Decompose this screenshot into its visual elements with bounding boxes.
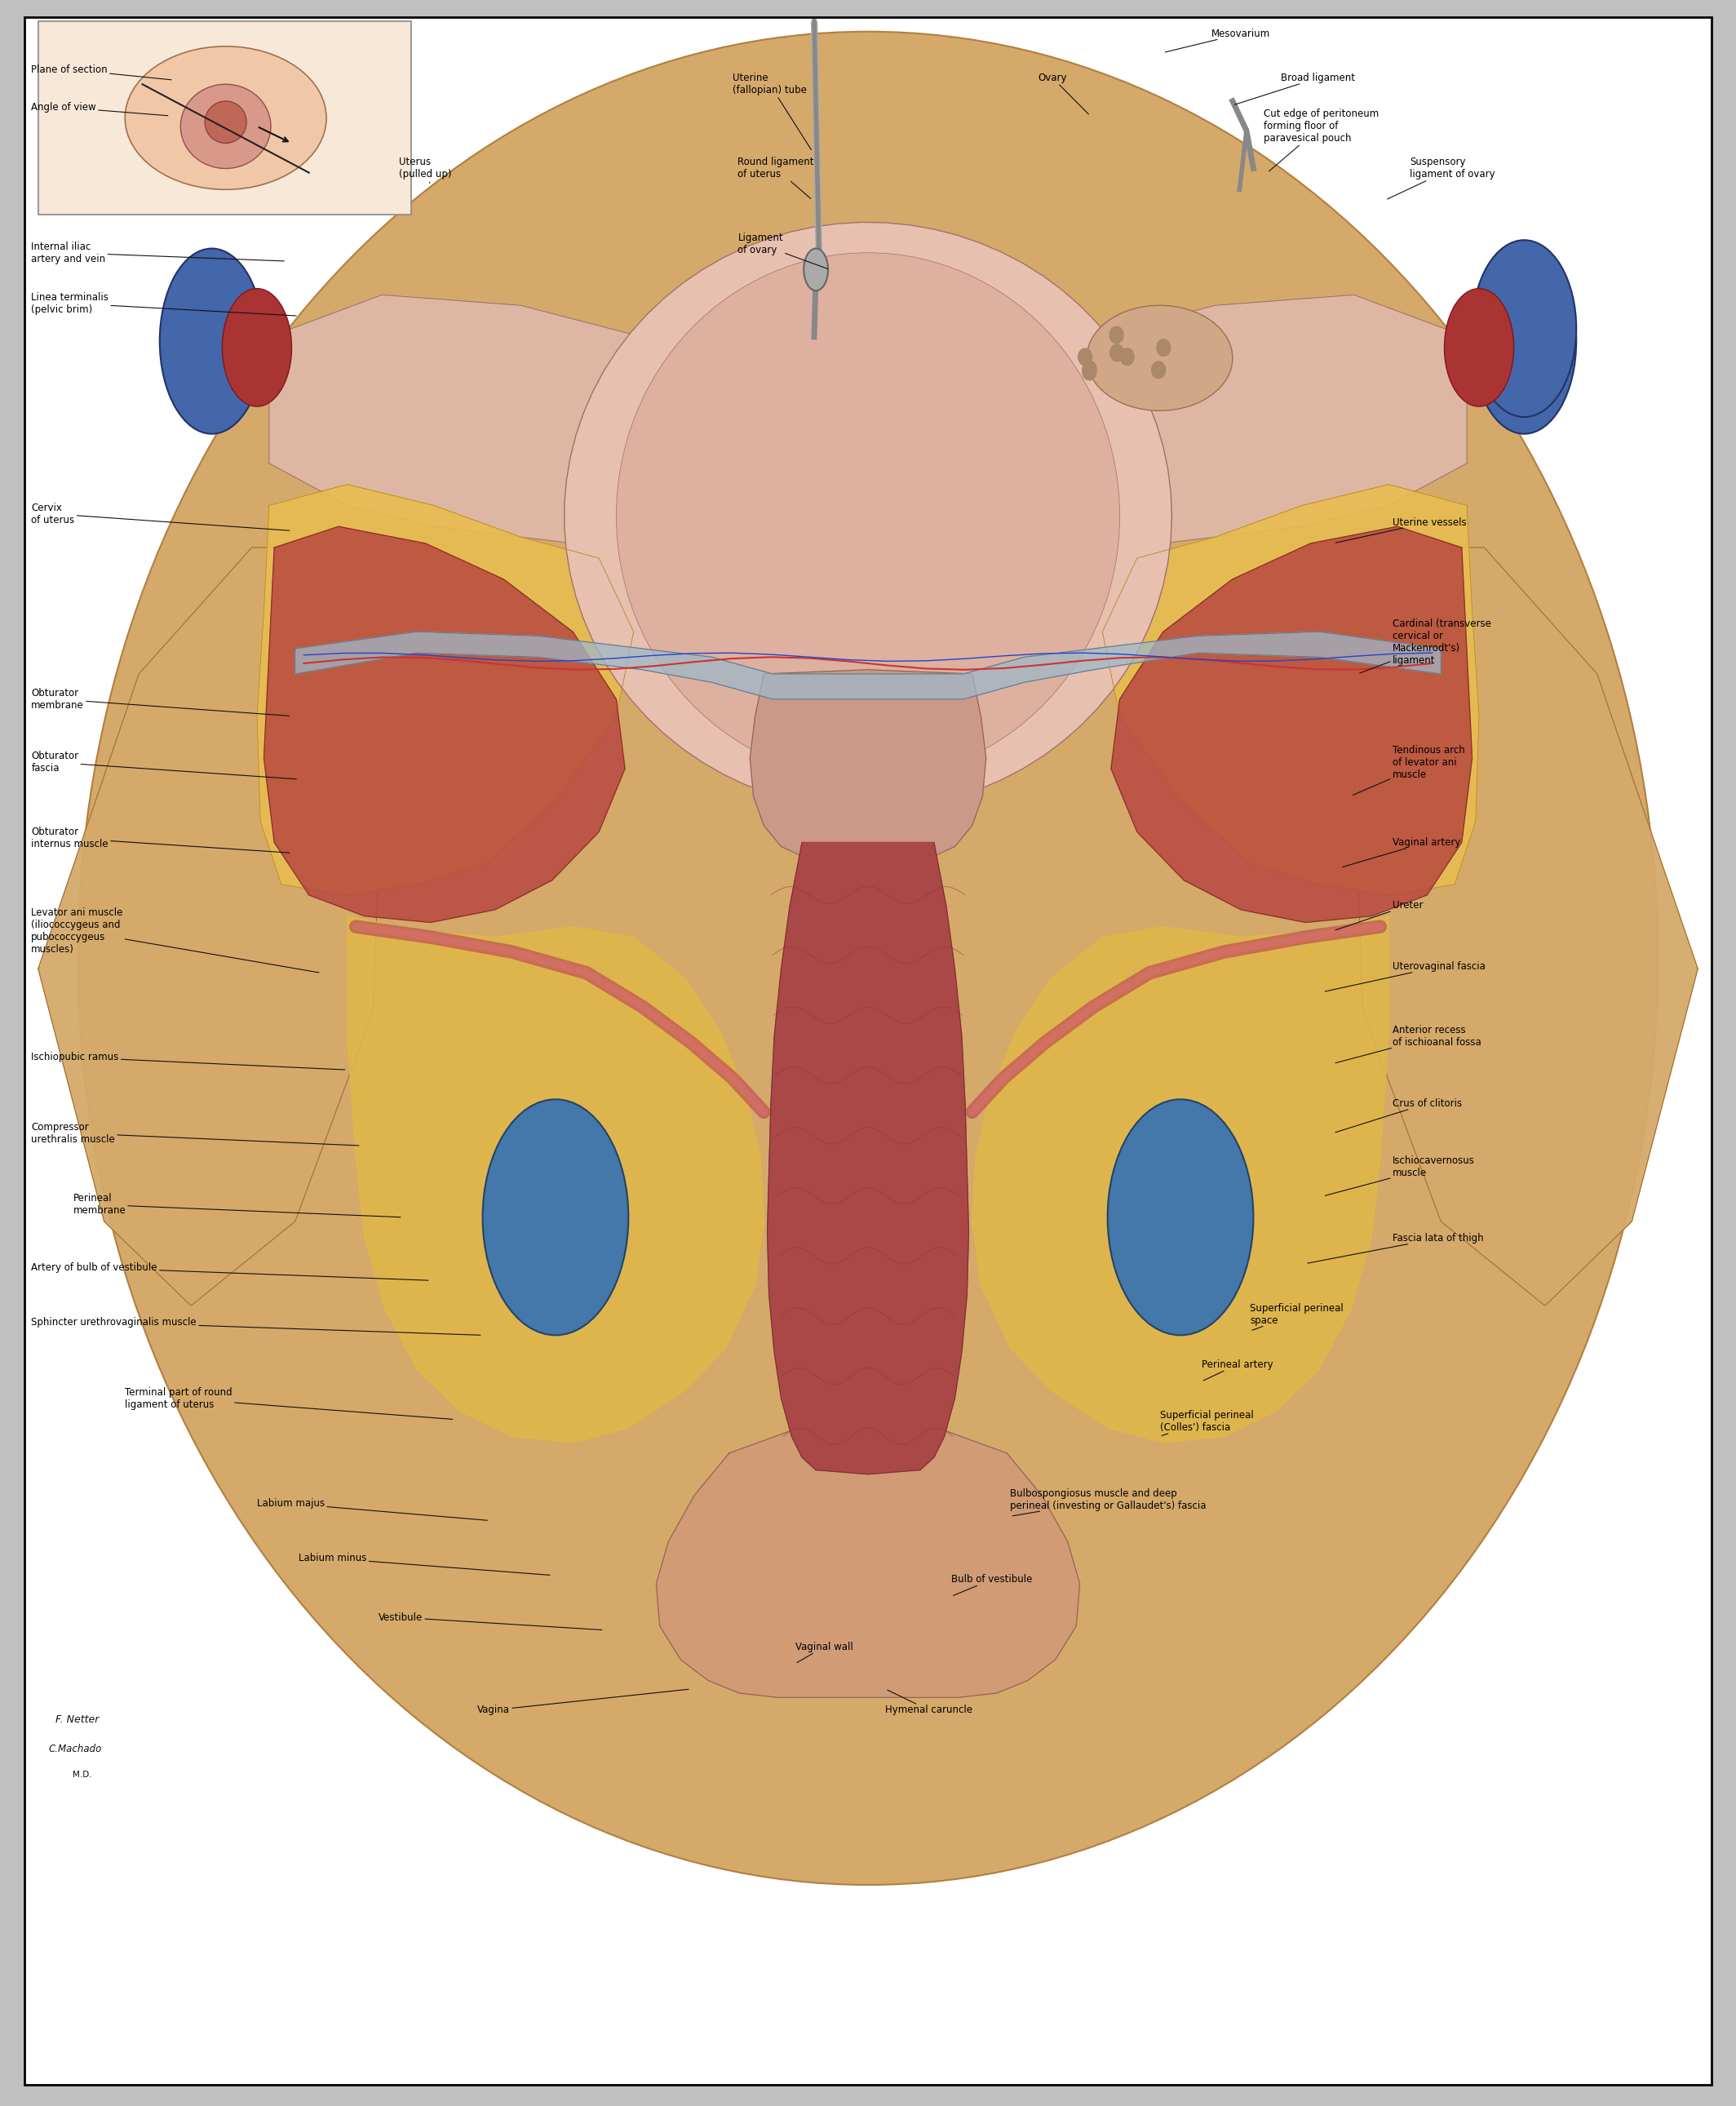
Ellipse shape <box>1144 341 1158 358</box>
Polygon shape <box>257 484 634 895</box>
Text: Labium majus: Labium majus <box>257 1497 488 1521</box>
Ellipse shape <box>1472 240 1576 417</box>
Text: Terminal part of round
ligament of uterus: Terminal part of round ligament of uteru… <box>125 1388 453 1419</box>
Text: Suspensory
ligament of ovary: Suspensory ligament of ovary <box>1387 158 1495 200</box>
Text: Obturator
internus muscle: Obturator internus muscle <box>31 828 290 853</box>
Ellipse shape <box>1111 326 1125 343</box>
Ellipse shape <box>1116 369 1130 385</box>
Ellipse shape <box>483 1099 628 1335</box>
Polygon shape <box>269 295 1467 552</box>
Polygon shape <box>1111 526 1472 922</box>
Text: Uterine
(fallopian) tube: Uterine (fallopian) tube <box>733 74 811 150</box>
Text: Hymenal caruncle: Hymenal caruncle <box>885 1689 972 1716</box>
Text: Fascia lata of thigh: Fascia lata of thigh <box>1307 1232 1483 1264</box>
Text: Round ligament
of uterus: Round ligament of uterus <box>738 158 814 198</box>
Text: Broad ligament: Broad ligament <box>1234 72 1356 105</box>
Text: Cervix
of uterus: Cervix of uterus <box>31 503 290 531</box>
Ellipse shape <box>1108 1099 1253 1335</box>
Text: Ischiocavernosus
muscle: Ischiocavernosus muscle <box>1325 1156 1474 1196</box>
Polygon shape <box>750 670 986 863</box>
Text: Perineal artery: Perineal artery <box>1201 1358 1272 1382</box>
Text: Uterine vessels: Uterine vessels <box>1335 516 1467 543</box>
Text: Labium minus: Labium minus <box>299 1552 550 1575</box>
Text: Levator ani muscle
(iliococcygeus and
pubococcygeus
muscles): Levator ani muscle (iliococcygeus and pu… <box>31 908 319 973</box>
Text: Angle of view: Angle of view <box>31 101 168 116</box>
Text: Ureter: Ureter <box>1335 899 1424 931</box>
Text: Vagina: Vagina <box>477 1689 689 1716</box>
Text: Sphincter urethrovaginalis muscle: Sphincter urethrovaginalis muscle <box>31 1316 481 1335</box>
Ellipse shape <box>181 84 271 168</box>
Ellipse shape <box>1087 305 1233 411</box>
FancyBboxPatch shape <box>24 17 1712 2085</box>
Ellipse shape <box>1099 354 1113 371</box>
Text: Vaginal artery: Vaginal artery <box>1342 836 1460 868</box>
Ellipse shape <box>160 249 264 434</box>
Text: Ligament
of ovary: Ligament of ovary <box>738 234 828 270</box>
Polygon shape <box>1354 548 1698 1306</box>
Polygon shape <box>264 526 625 922</box>
Text: Mesovarium: Mesovarium <box>1165 27 1271 53</box>
Text: Artery of bulb of vestibule: Artery of bulb of vestibule <box>31 1261 429 1280</box>
FancyBboxPatch shape <box>38 21 411 215</box>
Text: Linea terminalis
(pelvic brim): Linea terminalis (pelvic brim) <box>31 293 297 316</box>
Text: Ischiopubic ramus: Ischiopubic ramus <box>31 1051 345 1070</box>
Polygon shape <box>38 548 382 1306</box>
Text: Perineal
membrane: Perineal membrane <box>73 1194 401 1217</box>
Polygon shape <box>347 916 764 1443</box>
Text: Obturator
membrane: Obturator membrane <box>31 689 290 716</box>
Ellipse shape <box>1111 329 1125 345</box>
Text: Uterovaginal fascia: Uterovaginal fascia <box>1325 960 1486 992</box>
Text: Cardinal (transverse
cervical or
Mackenrodt's)
ligament: Cardinal (transverse cervical or Mackenr… <box>1359 619 1491 674</box>
Ellipse shape <box>1108 375 1121 392</box>
Polygon shape <box>972 916 1389 1443</box>
Polygon shape <box>1102 484 1479 895</box>
Text: Vestibule: Vestibule <box>378 1611 602 1630</box>
Text: Plane of section: Plane of section <box>31 63 172 80</box>
Text: F. Netter: F. Netter <box>56 1714 99 1725</box>
Text: Crus of clitoris: Crus of clitoris <box>1335 1097 1462 1133</box>
Text: Uterus
(pulled up): Uterus (pulled up) <box>399 158 451 183</box>
Text: C.Machado: C.Machado <box>49 1744 102 1754</box>
Text: Anterior recess
of ischioanal fossa: Anterior recess of ischioanal fossa <box>1335 1026 1481 1064</box>
Text: M.D.: M.D. <box>73 1771 92 1780</box>
Text: Superficial perineal
(Colles') fascia: Superficial perineal (Colles') fascia <box>1160 1411 1253 1436</box>
Ellipse shape <box>1137 337 1151 354</box>
Text: Tendinous arch
of levator ani
muscle: Tendinous arch of levator ani muscle <box>1352 746 1465 796</box>
Text: Bulb of vestibule: Bulb of vestibule <box>951 1573 1033 1596</box>
Polygon shape <box>564 223 1172 809</box>
Ellipse shape <box>78 32 1658 1885</box>
Ellipse shape <box>616 253 1120 779</box>
Ellipse shape <box>205 101 247 143</box>
Polygon shape <box>767 842 969 1474</box>
Text: Bulbospongiosus muscle and deep
perineal (investing or Gallaudet's) fascia: Bulbospongiosus muscle and deep perineal… <box>1010 1489 1207 1516</box>
Ellipse shape <box>222 289 292 406</box>
Ellipse shape <box>1472 249 1576 434</box>
Text: Superficial perineal
space: Superficial perineal space <box>1250 1304 1344 1331</box>
Ellipse shape <box>804 249 828 291</box>
Text: Internal iliac
artery and vein: Internal iliac artery and vein <box>31 242 285 263</box>
Text: Ovary: Ovary <box>1038 72 1088 114</box>
Text: Obturator
fascia: Obturator fascia <box>31 752 297 779</box>
Ellipse shape <box>125 46 326 190</box>
Text: Compressor
urethralis muscle: Compressor urethralis muscle <box>31 1122 359 1146</box>
Text: Cut edge of peritoneum
forming floor of
paravesical pouch: Cut edge of peritoneum forming floor of … <box>1264 110 1378 171</box>
Polygon shape <box>656 1428 1080 1697</box>
Ellipse shape <box>1151 375 1165 392</box>
Polygon shape <box>295 632 1441 699</box>
Ellipse shape <box>1444 289 1514 406</box>
Text: Vaginal wall: Vaginal wall <box>795 1641 852 1662</box>
